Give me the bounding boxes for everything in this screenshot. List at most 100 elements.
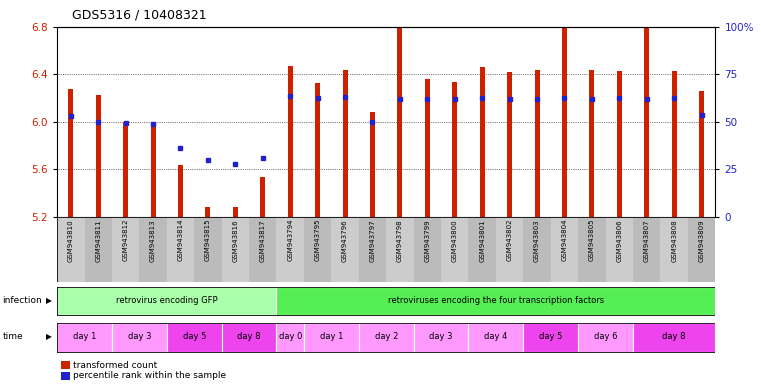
Bar: [221, 217, 249, 282]
Bar: [57, 287, 276, 315]
Text: GSM943815: GSM943815: [205, 219, 211, 262]
Text: day 3: day 3: [128, 333, 151, 341]
Bar: [96, 94, 100, 217]
Text: GSM943799: GSM943799: [425, 219, 431, 262]
Text: GSM943804: GSM943804: [562, 219, 568, 262]
Text: day 0: day 0: [279, 333, 302, 341]
Bar: [507, 72, 512, 217]
Text: GSM943807: GSM943807: [644, 219, 650, 262]
Bar: [221, 323, 276, 352]
Bar: [578, 323, 633, 352]
Bar: [123, 122, 128, 217]
Text: GDS5316 / 10408321: GDS5316 / 10408321: [72, 8, 207, 21]
Text: day 3: day 3: [429, 333, 453, 341]
Bar: [479, 67, 485, 217]
Text: GSM943796: GSM943796: [342, 219, 348, 262]
Text: GSM943816: GSM943816: [232, 219, 238, 262]
Text: GSM943806: GSM943806: [616, 219, 622, 262]
Bar: [205, 207, 210, 217]
Text: GSM943813: GSM943813: [150, 219, 156, 262]
Bar: [167, 217, 194, 282]
Text: day 1: day 1: [320, 333, 343, 341]
Bar: [688, 217, 715, 282]
Text: GSM943809: GSM943809: [699, 219, 705, 262]
Text: GSM943811: GSM943811: [95, 219, 101, 262]
Bar: [425, 79, 430, 217]
Bar: [139, 217, 167, 282]
Bar: [358, 217, 386, 282]
Bar: [534, 70, 540, 217]
Bar: [672, 71, 677, 217]
Bar: [276, 323, 304, 352]
Bar: [112, 323, 167, 352]
Bar: [496, 217, 524, 282]
Text: GSM943801: GSM943801: [479, 219, 486, 262]
Text: day 6: day 6: [594, 333, 617, 341]
Text: ▶: ▶: [46, 333, 52, 341]
Text: transformed count: transformed count: [73, 361, 158, 370]
Text: infection: infection: [2, 296, 42, 305]
Bar: [441, 217, 469, 282]
Text: percentile rank within the sample: percentile rank within the sample: [73, 371, 226, 381]
Text: day 1: day 1: [73, 333, 96, 341]
Bar: [452, 81, 457, 217]
Bar: [414, 323, 469, 352]
Text: GSM943803: GSM943803: [534, 219, 540, 262]
Bar: [578, 217, 606, 282]
Text: GSM943814: GSM943814: [177, 219, 183, 262]
Text: day 5: day 5: [539, 333, 562, 341]
Bar: [233, 207, 238, 217]
Bar: [57, 323, 112, 352]
Bar: [469, 217, 496, 282]
Text: GSM943817: GSM943817: [260, 219, 266, 262]
Text: day 2: day 2: [374, 333, 398, 341]
Bar: [524, 323, 578, 352]
Text: day 5: day 5: [183, 333, 206, 341]
Text: GSM943810: GSM943810: [68, 219, 74, 262]
Text: GSM943805: GSM943805: [589, 219, 595, 262]
Text: time: time: [2, 333, 23, 341]
Bar: [249, 217, 276, 282]
Text: retroviruses encoding the four transcription factors: retroviruses encoding the four transcrip…: [388, 296, 604, 305]
Bar: [699, 91, 704, 217]
Bar: [414, 217, 441, 282]
Bar: [551, 217, 578, 282]
Bar: [167, 323, 221, 352]
Bar: [331, 217, 358, 282]
Text: GSM943798: GSM943798: [397, 219, 403, 262]
Bar: [260, 177, 266, 217]
Bar: [617, 71, 622, 217]
Bar: [633, 217, 661, 282]
Bar: [57, 217, 84, 282]
Bar: [397, 28, 403, 217]
Text: GSM943795: GSM943795: [314, 219, 320, 262]
Bar: [370, 113, 375, 217]
Bar: [633, 323, 715, 352]
Bar: [194, 217, 221, 282]
Bar: [645, 28, 649, 217]
Bar: [358, 323, 414, 352]
Text: GSM943800: GSM943800: [452, 219, 458, 262]
Bar: [276, 217, 304, 282]
Bar: [178, 165, 183, 217]
Text: retrovirus encoding GFP: retrovirus encoding GFP: [116, 296, 218, 305]
Bar: [315, 83, 320, 217]
Bar: [469, 323, 524, 352]
Bar: [112, 217, 139, 282]
Text: day 8: day 8: [237, 333, 261, 341]
Text: day 4: day 4: [484, 333, 508, 341]
Bar: [606, 217, 633, 282]
Text: day 8: day 8: [662, 333, 686, 341]
Bar: [84, 217, 112, 282]
Bar: [276, 287, 715, 315]
Text: GSM943812: GSM943812: [123, 219, 129, 262]
Bar: [590, 70, 594, 217]
Bar: [304, 217, 331, 282]
Text: GSM943802: GSM943802: [507, 219, 513, 262]
Bar: [68, 89, 73, 217]
Bar: [288, 66, 293, 217]
Bar: [562, 28, 567, 217]
Bar: [304, 323, 358, 352]
Bar: [151, 124, 155, 217]
Text: ▶: ▶: [46, 296, 52, 305]
